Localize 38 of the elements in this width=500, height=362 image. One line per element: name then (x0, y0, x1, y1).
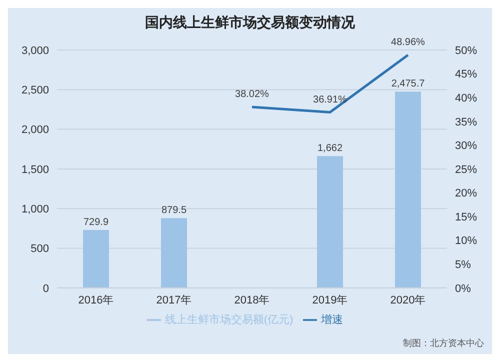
x-tick-label: 2018年 (234, 294, 270, 307)
data-label: 1,662 (317, 143, 343, 154)
bar (317, 156, 343, 288)
bar (161, 218, 187, 288)
x-tick-label: 2017年 (156, 294, 192, 307)
data-label: 879.5 (161, 205, 187, 216)
data-label: 38.02% (235, 89, 270, 100)
y-tick-label: 2,000 (21, 124, 49, 136)
y2-tick-label: 40% (455, 92, 478, 104)
chart-title: 国内线上生鲜市场交易额变动情况 (144, 13, 356, 32)
data-label: 36.91% (313, 94, 348, 106)
data-label: 48.96% (391, 36, 426, 48)
y2-tick-label: 30% (455, 140, 478, 152)
y-tick-label: 500 (30, 243, 49, 256)
y2-tick-label: 0% (455, 282, 472, 295)
y2-tick-label: 45% (455, 68, 478, 81)
x-tick-label: 2019年 (312, 294, 348, 307)
text: 制图：北方资本中心 (403, 337, 484, 350)
y2-tick-label: 50% (455, 44, 478, 57)
y2-tick-label: 10% (455, 235, 478, 248)
y2-tick-label: 15% (455, 211, 478, 224)
y-tick-label: 3,000 (21, 44, 49, 57)
data-label: 729.9 (83, 217, 109, 228)
bar (83, 230, 109, 288)
y2-tick-label: 20% (455, 188, 478, 200)
legend-label: 线上生鲜市场交易额(亿元) (164, 314, 294, 326)
y-tick-label: 2,500 (21, 84, 49, 97)
data-label: 2,475.7 (391, 78, 426, 90)
bar (395, 92, 421, 288)
y2-tick-label: 25% (455, 164, 478, 176)
y-tick-label: 0 (42, 282, 49, 295)
x-tick-label: 2020年 (390, 294, 426, 307)
x-tick-label: 2016年 (78, 294, 114, 307)
legend-label: 增速 (321, 314, 344, 326)
y-tick-label: 1,000 (21, 204, 49, 216)
y-tick-label: 1,500 (21, 164, 49, 176)
y2-tick-label: 35% (455, 116, 478, 128)
y2-tick-label: 5% (455, 259, 472, 272)
